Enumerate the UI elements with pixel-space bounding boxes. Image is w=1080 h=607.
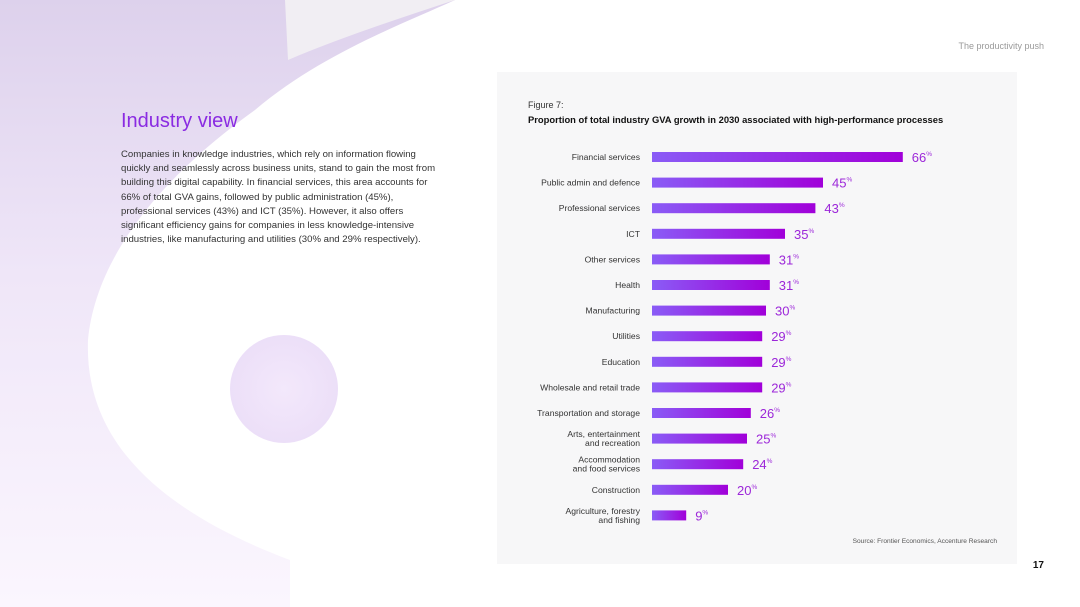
section-body-text: Companies in knowledge industries, which…	[121, 149, 436, 246]
value-label: 9%	[695, 508, 708, 523]
background-arc-shape	[0, 0, 455, 607]
background-circle	[230, 335, 338, 443]
value-label: 25%	[756, 432, 776, 447]
bar	[652, 331, 763, 342]
value-label: 24%	[752, 457, 772, 472]
header-tag: The productivity push	[958, 41, 1044, 51]
value-label: 45%	[832, 176, 852, 191]
bar	[652, 254, 770, 265]
value-label: 31%	[779, 278, 799, 293]
bar	[652, 280, 770, 290]
bar	[652, 228, 785, 239]
category-label: Professional services	[559, 203, 640, 213]
bar	[652, 433, 747, 444]
bar	[652, 408, 751, 418]
category-label: Utilities	[612, 331, 640, 341]
bar	[652, 203, 816, 214]
value-label: 30%	[775, 304, 795, 319]
bar	[652, 382, 763, 393]
bar-chart: Financial services 66% Public admin and de…	[537, 150, 932, 525]
bar	[652, 152, 903, 162]
category-label: Transportation and storage	[537, 408, 640, 418]
value-label: 31%	[779, 252, 799, 267]
category-label: Agriculture, forestry and fishing	[565, 506, 640, 525]
value-label: 66%	[912, 150, 932, 165]
bar	[652, 177, 823, 188]
source-note: Source: Frontier Economics, Accenture Re…	[852, 538, 997, 545]
category-label: Education	[602, 357, 640, 367]
value-label: 26%	[760, 406, 780, 421]
category-label: Wholesale and retail trade	[540, 382, 640, 392]
value-label: 29%	[771, 355, 791, 370]
bar	[652, 484, 728, 495]
category-label: Health	[615, 280, 640, 290]
bar	[652, 305, 766, 316]
value-label: 35%	[794, 227, 814, 242]
figure-label: Figure 7:	[528, 100, 564, 110]
section-title: Industry view	[121, 110, 238, 132]
category-label: Manufacturing	[586, 306, 641, 316]
chart-panel: Figure 7: Proportion of total industry G…	[497, 72, 1017, 564]
value-label: 20%	[737, 483, 757, 498]
value-label: 29%	[771, 380, 791, 395]
bar	[652, 459, 744, 470]
bar	[652, 510, 687, 521]
bar	[652, 356, 763, 367]
background-top-cap	[285, 0, 455, 60]
category-label: Public admin and defence	[541, 178, 640, 188]
category-label: ICT	[626, 229, 641, 239]
category-label: Arts, entertainment and recreation	[567, 429, 640, 448]
category-label: Other services	[585, 254, 640, 264]
chart-title: Proportion of total industry GVA growth …	[528, 114, 944, 125]
category-label: Accommodation and food services	[573, 455, 641, 474]
category-label: Financial services	[572, 152, 640, 162]
page-number: 17	[1032, 560, 1044, 571]
category-label: Construction	[592, 485, 640, 495]
value-label: 43%	[824, 201, 844, 216]
value-label: 29%	[771, 329, 791, 344]
